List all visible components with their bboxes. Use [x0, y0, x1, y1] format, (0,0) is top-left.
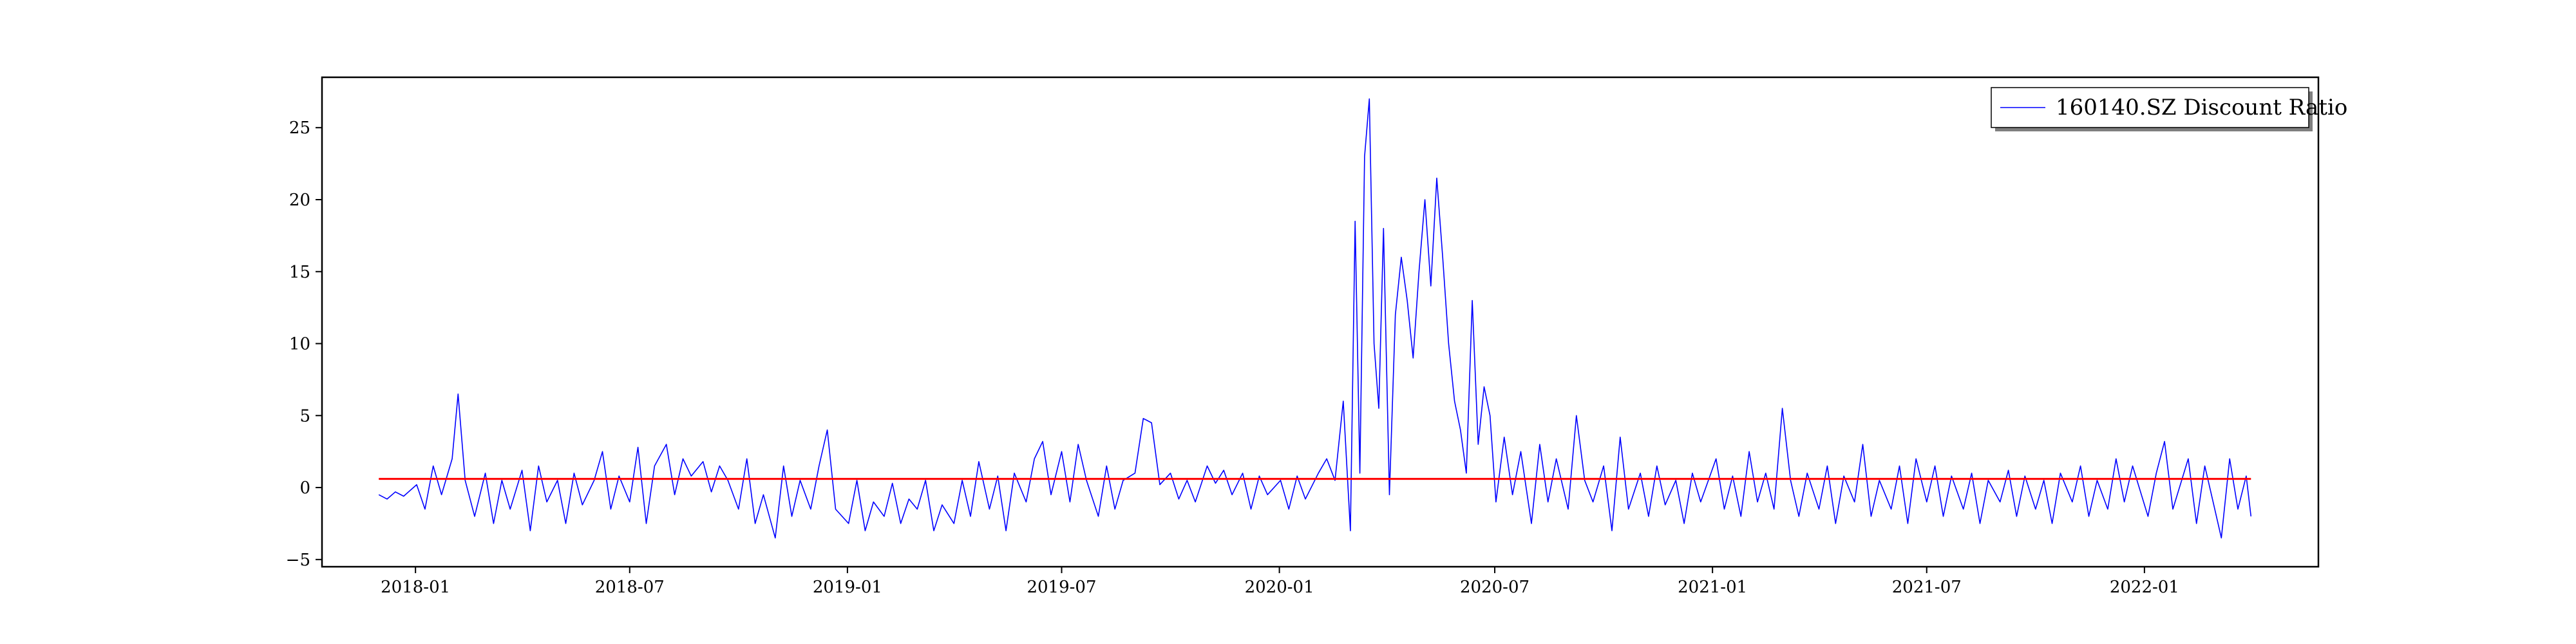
x-tick-label: 2022-01	[2110, 578, 2179, 597]
legend: 160140.SZ Discount Ratio	[1991, 87, 2347, 131]
x-tick-label: 2019-01	[813, 578, 882, 597]
y-axis: −5 0 5 10 15 20 25	[286, 118, 322, 570]
y-tick-label: 15	[289, 263, 310, 282]
x-tick-label: 2021-07	[1892, 578, 1962, 597]
y-tick-label: 5	[299, 406, 310, 426]
x-axis: 2018-01 2018-07 2019-01 2019-07 2020-01 2020-…	[381, 567, 2179, 597]
x-tick-label: 2020-01	[1245, 578, 1314, 597]
y-tick-label: 25	[289, 118, 310, 138]
y-tick-label: 10	[289, 335, 310, 354]
plot-area	[321, 76, 2320, 568]
legend-entry-label: 160140.SZ Discount Ratio	[2056, 95, 2347, 120]
y-tick-label: 20	[289, 191, 310, 210]
x-tick-label: 2018-07	[595, 578, 665, 597]
y-tick-label: 0	[299, 478, 310, 498]
y-tick-label: −5	[286, 551, 310, 570]
plot-frame	[321, 76, 2320, 568]
series-line-discount-ratio	[378, 98, 2252, 539]
x-tick-label: 2019-07	[1027, 578, 1096, 597]
x-tick-label: 2021-01	[1678, 578, 1747, 597]
plot-lines	[378, 98, 2252, 539]
x-tick-label: 2020-07	[1460, 578, 1530, 597]
x-tick-label: 2018-01	[381, 578, 450, 597]
